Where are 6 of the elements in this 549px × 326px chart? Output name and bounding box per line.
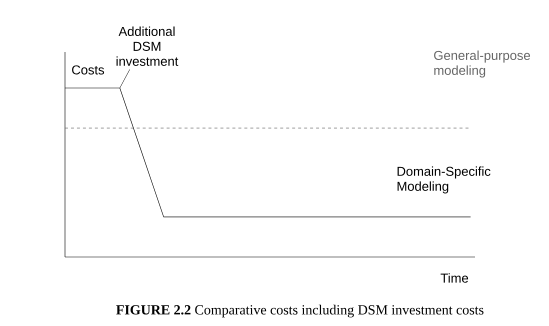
text: General-purpose modeling bbox=[434, 50, 530, 78]
text: FIGURE 2.2 Comparative costs including DSM investment costs bbox=[116, 304, 484, 318]
series-label: Domain-Specific Modeling bbox=[398, 166, 490, 194]
x-axis-title: Time bbox=[440, 273, 468, 283]
y-axis-title: Costs bbox=[72, 65, 104, 74]
text: Additional DSM investment bbox=[116, 26, 178, 66]
